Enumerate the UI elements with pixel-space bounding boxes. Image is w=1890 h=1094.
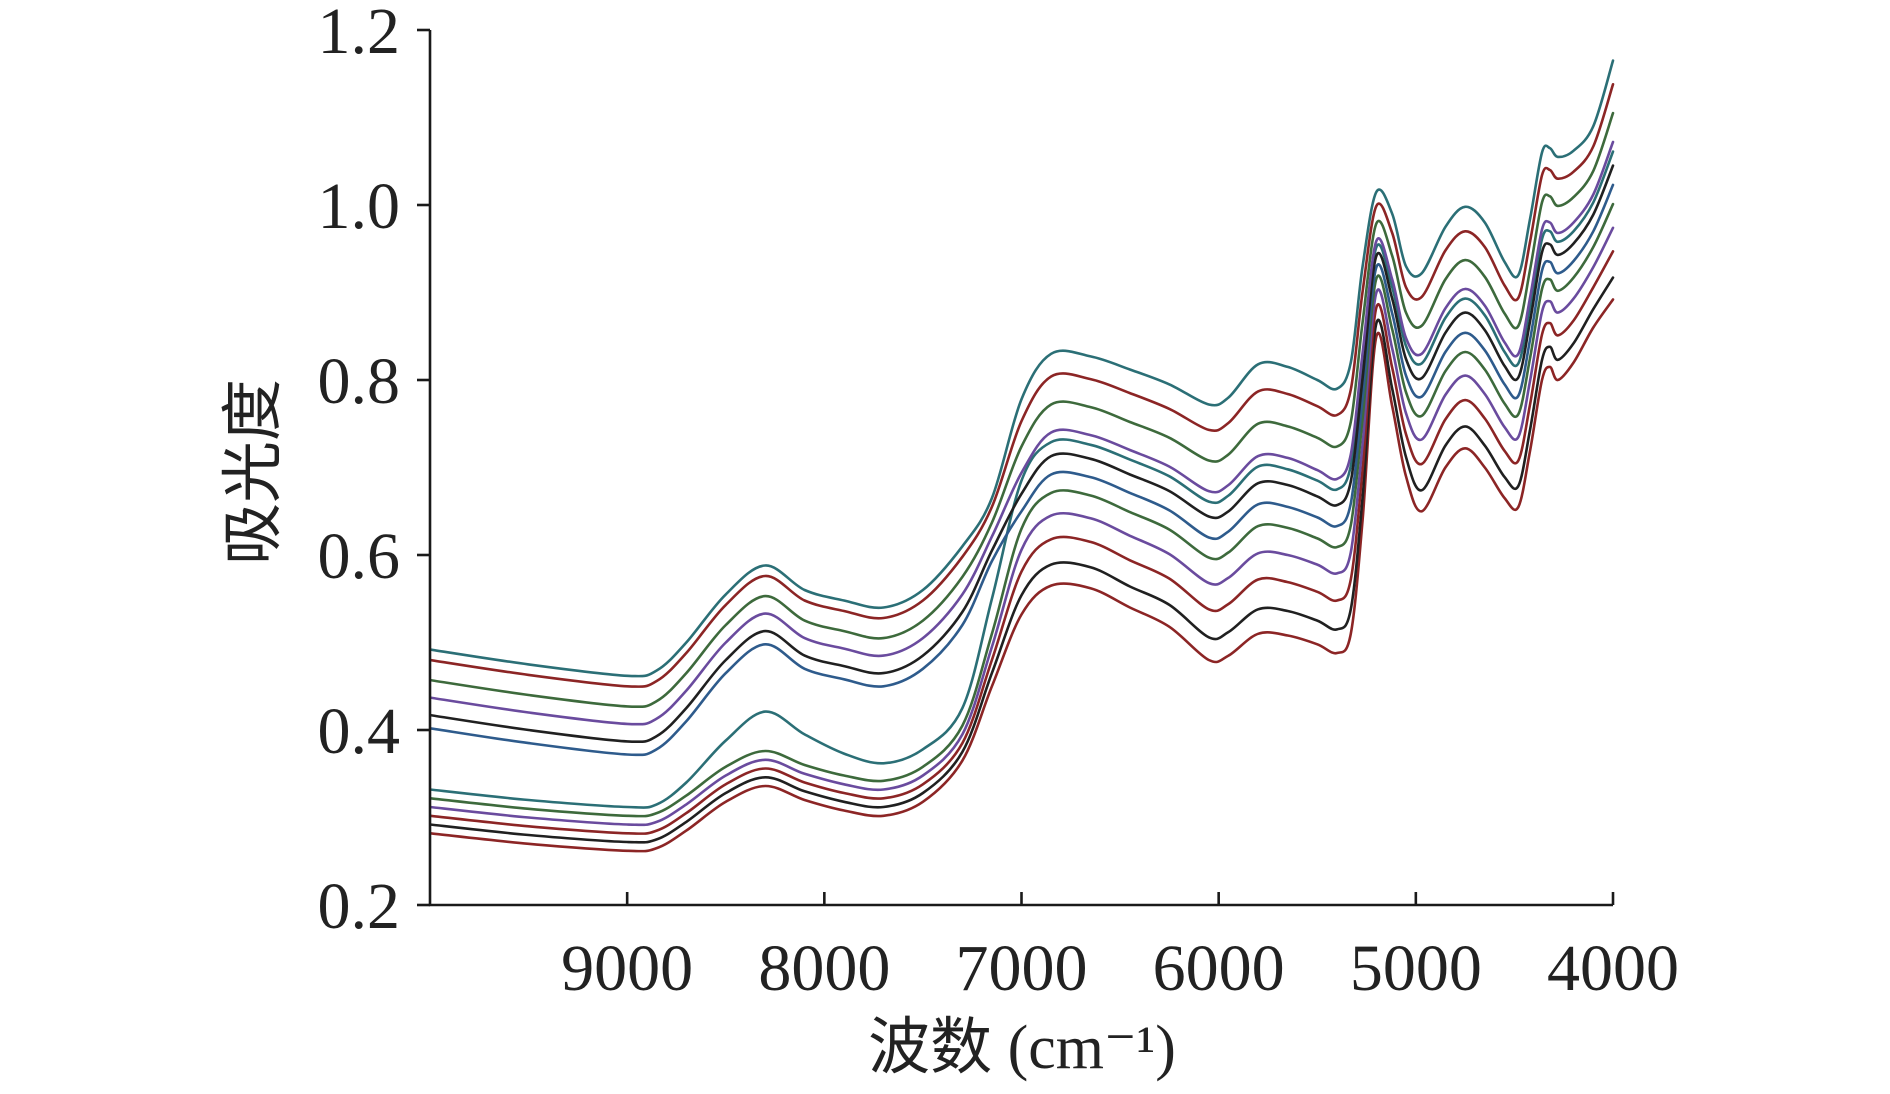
spectrum-line-1 <box>430 59 1615 678</box>
x-tick-label: 7000 <box>956 932 1088 1005</box>
spectra-lines-group <box>430 59 1615 853</box>
x-axis-title: 波数 (cm⁻¹) <box>868 1014 1176 1082</box>
x-tick-label: 4000 <box>1547 932 1679 1005</box>
y-tick-label: 0.6 <box>318 520 401 593</box>
x-tick-label: 5000 <box>1350 932 1482 1005</box>
spectrum-line-12 <box>430 298 1615 853</box>
y-tick-label: 0.2 <box>318 870 401 943</box>
spectrum-line-2 <box>430 83 1615 688</box>
spectrum-line-6 <box>430 183 1615 757</box>
x-tick-label: 9000 <box>561 932 693 1005</box>
spectrum-line-4 <box>430 140 1615 726</box>
y-tick-label: 1.0 <box>318 170 401 243</box>
spectrum-line-11 <box>430 276 1615 844</box>
y-axis-title: 吸光度 <box>220 379 288 565</box>
x-tick-label: 8000 <box>758 932 890 1005</box>
y-tick-label: 0.8 <box>318 345 401 418</box>
spectrum-line-10 <box>430 250 1615 835</box>
spectrum-line-9 <box>430 226 1615 827</box>
spectrum-line-5 <box>430 164 1615 744</box>
x-tick-label: 6000 <box>1153 932 1285 1005</box>
y-tick-label: 1.2 <box>318 0 401 68</box>
spectrum-line-7 <box>430 150 1615 809</box>
ticks-group: 9000 8000 7000 6000 5000 4000 0.2 0.4 0.6 0.8 1.0 1… <box>318 0 1680 1005</box>
spectrum-line-8 <box>430 202 1615 818</box>
y-tick-label: 0.4 <box>318 695 401 768</box>
spectrum-line-3 <box>430 111 1615 709</box>
